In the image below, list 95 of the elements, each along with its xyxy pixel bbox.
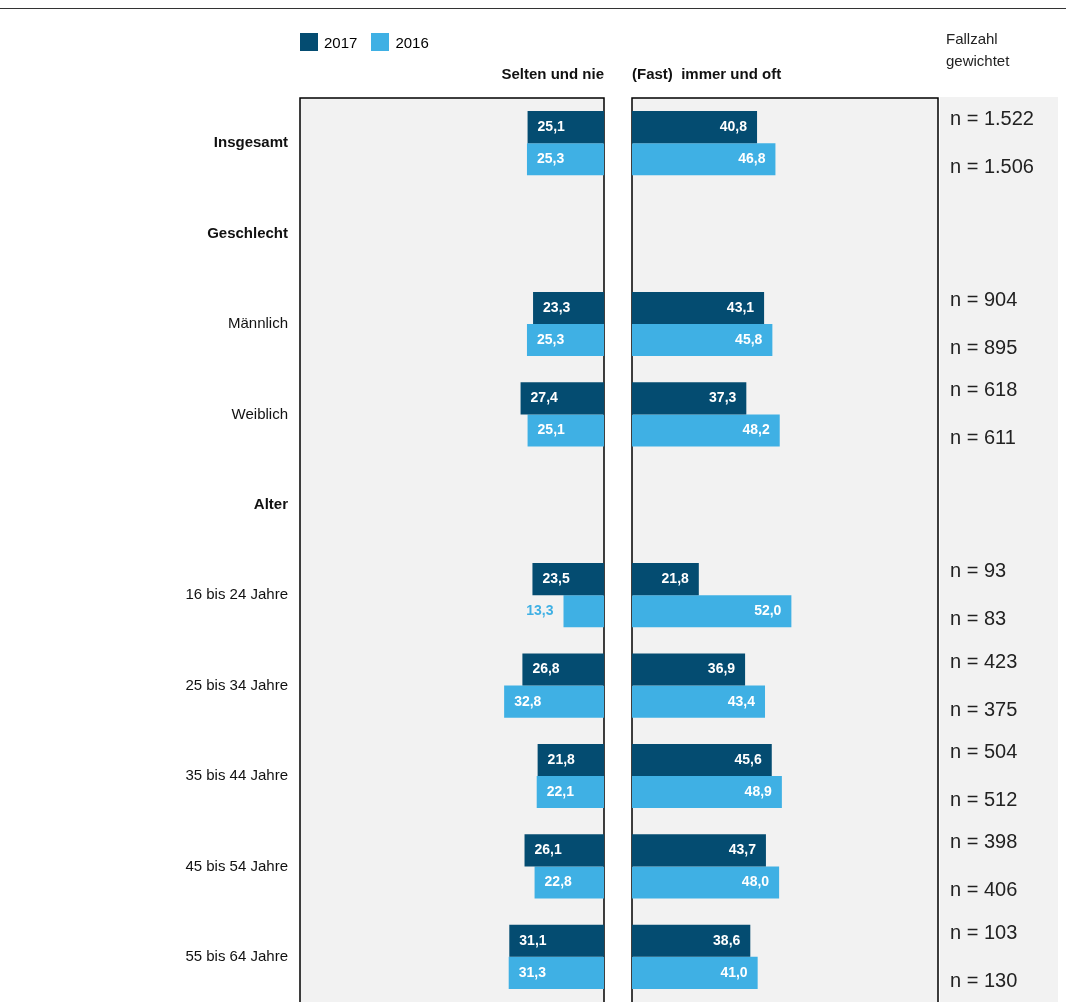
data-label: 31,1: [519, 931, 547, 948]
data-label: 48,0: [741, 873, 770, 890]
y-tick-label: 35 bis 44 Jahre: [185, 766, 288, 784]
bar: [522, 653, 604, 686]
bar: [632, 653, 746, 686]
text: n = 618: [950, 378, 1018, 402]
bar: [524, 834, 604, 867]
bar: [520, 382, 604, 415]
y-tick-label: 45 bis 54 Jahre: [185, 856, 288, 874]
data-label: 41,0: [720, 963, 748, 980]
bar: [632, 866, 780, 899]
data-label: 25,1: [537, 118, 566, 135]
text: Fallzahl gewichtet: [946, 29, 1011, 71]
y-tick-label: 55 bis 64 Jahre: [185, 946, 288, 964]
bar: [527, 111, 604, 144]
bar: [563, 595, 604, 628]
y-tick-label: 16 bis 24 Jahre: [185, 585, 288, 603]
y-tick-label: 25 bis 34 Jahre: [185, 675, 288, 693]
legend-label: 2016: [395, 33, 429, 51]
bar: [632, 776, 782, 809]
data-label: 43,4: [727, 692, 756, 709]
text: n = 93: [950, 559, 1007, 583]
text: n = 904: [950, 287, 1018, 311]
bar: [537, 743, 604, 776]
bar: [536, 776, 604, 809]
data-label: 38,6: [713, 931, 741, 948]
bar: [508, 956, 604, 989]
data-label: 45,6: [734, 750, 762, 767]
data-label: 26,8: [532, 660, 560, 677]
text: n = 1.506: [950, 155, 1034, 179]
data-label: 22,1: [546, 782, 575, 799]
data-label: 13,3: [526, 602, 554, 619]
y-tick-label: Alter: [253, 494, 289, 512]
text: n = 375: [950, 697, 1018, 721]
data-label: 21,8: [661, 570, 690, 587]
bar: [632, 563, 699, 596]
data-label: 25,3: [536, 330, 565, 347]
data-label: 25,1: [537, 421, 566, 438]
data-label: 36,9: [707, 660, 736, 677]
data-label: 52,0: [754, 602, 782, 619]
text: n = 398: [950, 830, 1018, 854]
bar: [632, 834, 766, 867]
data-label: 43,1: [726, 298, 755, 315]
bar: [632, 743, 772, 776]
data-label: 21,8: [547, 750, 576, 767]
bar: [632, 111, 758, 144]
bar: [504, 685, 604, 718]
text: n = 130: [950, 968, 1018, 992]
text: n = 83: [950, 607, 1007, 631]
bar: [632, 924, 751, 957]
y-tick-label: Weiblich: [231, 404, 288, 422]
chart-title: Selten und nie: [501, 65, 604, 83]
bar: [526, 143, 604, 176]
data-label: 40,8: [719, 118, 748, 135]
bar: [509, 924, 604, 957]
bar: [632, 382, 747, 415]
legend-label: 2017: [324, 33, 358, 51]
y-tick-label: Männlich: [227, 314, 288, 332]
text: n = 895: [950, 336, 1018, 360]
bar: [526, 324, 604, 357]
data-label: 26,1: [534, 841, 562, 858]
bar: [532, 563, 604, 596]
data-label: 31,3: [518, 963, 547, 980]
data-label: 32,8: [514, 692, 542, 709]
text: n = 504: [950, 739, 1018, 763]
text: n = 103: [950, 920, 1018, 944]
bar: [632, 291, 765, 324]
data-label: 48,9: [744, 782, 773, 799]
data-label: 37,3: [709, 389, 737, 406]
text: n = 1.522: [950, 107, 1034, 131]
data-label: 45,8: [735, 330, 763, 347]
data-label: 22,8: [544, 873, 573, 890]
text: n = 406: [950, 878, 1018, 902]
data-label: 43,7: [728, 841, 757, 858]
data-label: 25,3: [536, 150, 565, 167]
bar: [632, 143, 776, 176]
bar: [527, 414, 604, 447]
bar: [632, 414, 780, 447]
text: n = 423: [950, 649, 1018, 673]
data-label: 46,8: [738, 150, 766, 167]
text: n = 512: [950, 788, 1018, 812]
y-tick-label: Insgesamt: [213, 133, 288, 151]
bar: [632, 685, 766, 718]
bar: [632, 956, 758, 989]
data-label: 27,4: [530, 389, 559, 406]
text: n = 611: [950, 426, 1016, 450]
bar: [632, 324, 773, 357]
bar: [534, 866, 604, 899]
y-tick-label: Geschlecht: [207, 223, 288, 241]
bar: [632, 595, 792, 628]
data-label: 23,3: [543, 298, 571, 315]
data-label: 23,5: [542, 570, 570, 587]
chart-title: (Fast) immer und oft: [632, 65, 782, 83]
bar: [533, 291, 604, 324]
data-label: 48,2: [742, 421, 770, 438]
